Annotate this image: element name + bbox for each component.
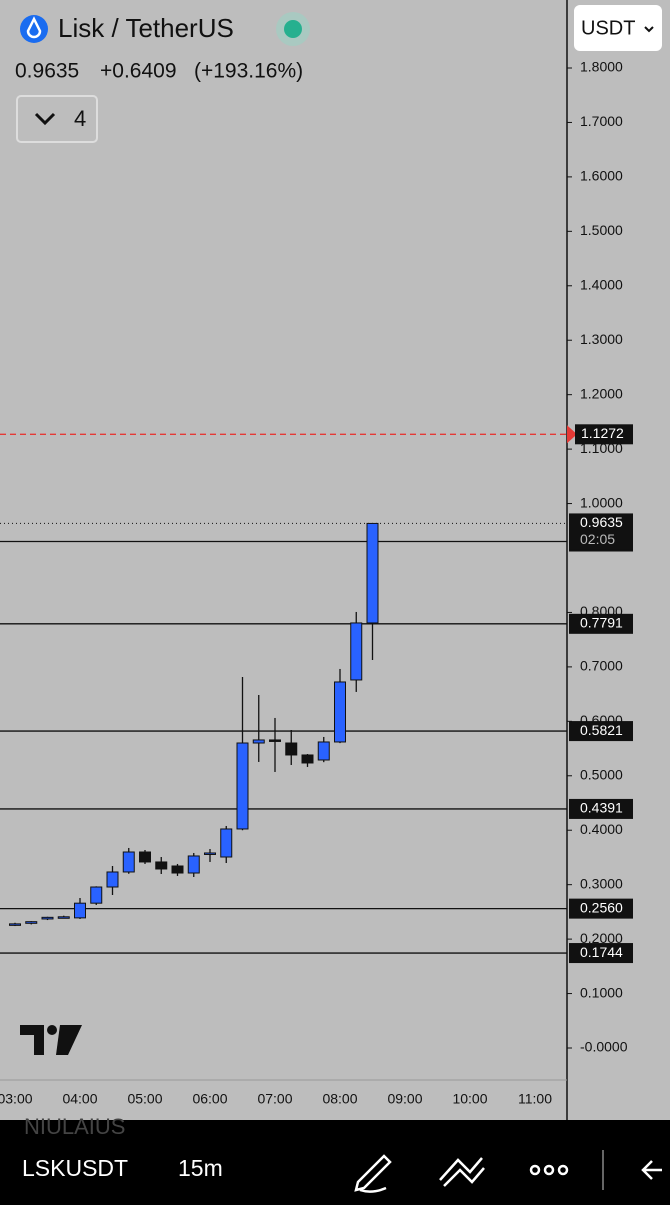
x-tick-label: 06:00 bbox=[192, 1091, 227, 1107]
y-tick-label: 1.8000 bbox=[580, 59, 623, 75]
level-label: 0.4391 bbox=[580, 800, 623, 816]
x-tick-label: 07:00 bbox=[257, 1091, 292, 1107]
candle-body bbox=[334, 681, 346, 743]
current-price-label: 0.9635 bbox=[580, 514, 623, 530]
chart-layer: 1.8000 1.7000 1.6000 1.5000 1.4000 1.3000 1.20… bbox=[0, 59, 633, 1107]
chevron-icon bbox=[34, 112, 56, 126]
candle-body bbox=[74, 902, 86, 919]
candle-body bbox=[350, 622, 363, 681]
indicators-icon[interactable] bbox=[439, 1157, 485, 1187]
level-label-box bbox=[569, 613, 633, 634]
currency-chevron bbox=[644, 26, 654, 33]
x-tick-label: 05:00 bbox=[127, 1091, 162, 1107]
price-change-pct: (+193.16%) bbox=[194, 60, 303, 83]
y-tick-label: 1.0000 bbox=[580, 494, 623, 510]
y-tick-label: 0.4000 bbox=[580, 821, 623, 837]
tradingview-logo bbox=[20, 1025, 82, 1055]
x-tick-label: 11:00 bbox=[518, 1091, 552, 1107]
footer-symbol[interactable]: LSKUSDT bbox=[22, 1155, 128, 1181]
y-tick-label: 1.3000 bbox=[580, 331, 623, 347]
currency-label: USDT bbox=[581, 17, 635, 39]
footer-interval[interactable]: 15m bbox=[178, 1155, 223, 1181]
countdown-label: 02:05 bbox=[580, 531, 615, 547]
candle-body bbox=[252, 739, 265, 744]
candle-body bbox=[301, 754, 314, 764]
level-label-box bbox=[569, 898, 633, 919]
level-label-box bbox=[569, 798, 633, 819]
level-label: 0.1744 bbox=[580, 944, 623, 960]
candle-body bbox=[269, 739, 281, 742]
candle-body bbox=[204, 852, 216, 855]
indicator-count: 4 bbox=[74, 106, 86, 131]
alert-label-box bbox=[575, 424, 633, 445]
x-tick-label: 04:00 bbox=[62, 1091, 97, 1107]
level-label: 0.7791 bbox=[580, 615, 623, 631]
candle-body bbox=[187, 855, 200, 874]
currency-selector[interactable] bbox=[574, 5, 662, 51]
candle-body bbox=[122, 851, 135, 873]
x-tick-label: 08:00 bbox=[322, 1091, 357, 1107]
current-price-box bbox=[569, 513, 633, 550]
level-label: 0.2560 bbox=[580, 899, 623, 915]
candle-body bbox=[317, 741, 330, 761]
y-tick-label: 1.6000 bbox=[580, 168, 623, 184]
coin-logo bbox=[20, 15, 48, 43]
level-label-box bbox=[569, 943, 633, 964]
y-tick-label: 0.5000 bbox=[580, 766, 623, 782]
alert-label: 1.1272 bbox=[581, 425, 624, 441]
level-label: 0.5821 bbox=[580, 722, 623, 738]
candle-body bbox=[57, 916, 70, 919]
alert-marker bbox=[567, 425, 577, 444]
watermark: NIULAIUS bbox=[24, 1114, 125, 1139]
candle-body bbox=[220, 828, 233, 858]
price-change: +0.6409 bbox=[100, 60, 177, 83]
level-label-box bbox=[569, 721, 633, 742]
candle-body bbox=[236, 742, 249, 830]
indicators-toggle[interactable] bbox=[16, 95, 98, 143]
candle-body bbox=[106, 871, 119, 888]
draw-icon[interactable] bbox=[354, 1154, 392, 1193]
candle-body bbox=[41, 916, 54, 920]
candle-body bbox=[90, 886, 103, 904]
y-tick-label: 1.2000 bbox=[580, 385, 623, 401]
more-icon[interactable] bbox=[529, 1164, 569, 1176]
coin-logo-drop bbox=[26, 16, 42, 39]
y-tick-label: 0.2000 bbox=[580, 930, 623, 946]
candle-body bbox=[285, 742, 298, 756]
x-tick-label: 03:00 bbox=[0, 1091, 33, 1107]
candle-body bbox=[155, 861, 168, 870]
y-tick-label: -0.0000 bbox=[580, 1039, 628, 1055]
candle-body bbox=[25, 921, 38, 924]
y-tick-label: 0.7000 bbox=[580, 658, 623, 674]
x-tick-label: 10:00 bbox=[452, 1091, 487, 1107]
x-tick-label: 09:00 bbox=[387, 1091, 422, 1107]
candle-body bbox=[171, 865, 184, 874]
chart-background bbox=[0, 0, 670, 1120]
candle-body bbox=[139, 851, 151, 863]
y-tick-label: 0.3000 bbox=[580, 875, 623, 891]
last-price: 0.9635 bbox=[15, 60, 79, 83]
back-icon[interactable] bbox=[641, 1160, 662, 1180]
candle-body bbox=[366, 522, 379, 624]
y-tick-label: 0.1000 bbox=[580, 984, 623, 1000]
status-dot bbox=[284, 20, 302, 38]
y-tick-label: 1.4000 bbox=[580, 276, 623, 292]
candle-body bbox=[9, 923, 21, 926]
y-tick-label: 1.7000 bbox=[580, 113, 623, 129]
y-tick-label: 1.5000 bbox=[580, 222, 623, 238]
symbol-title: Lisk / TetherUS bbox=[58, 13, 234, 43]
